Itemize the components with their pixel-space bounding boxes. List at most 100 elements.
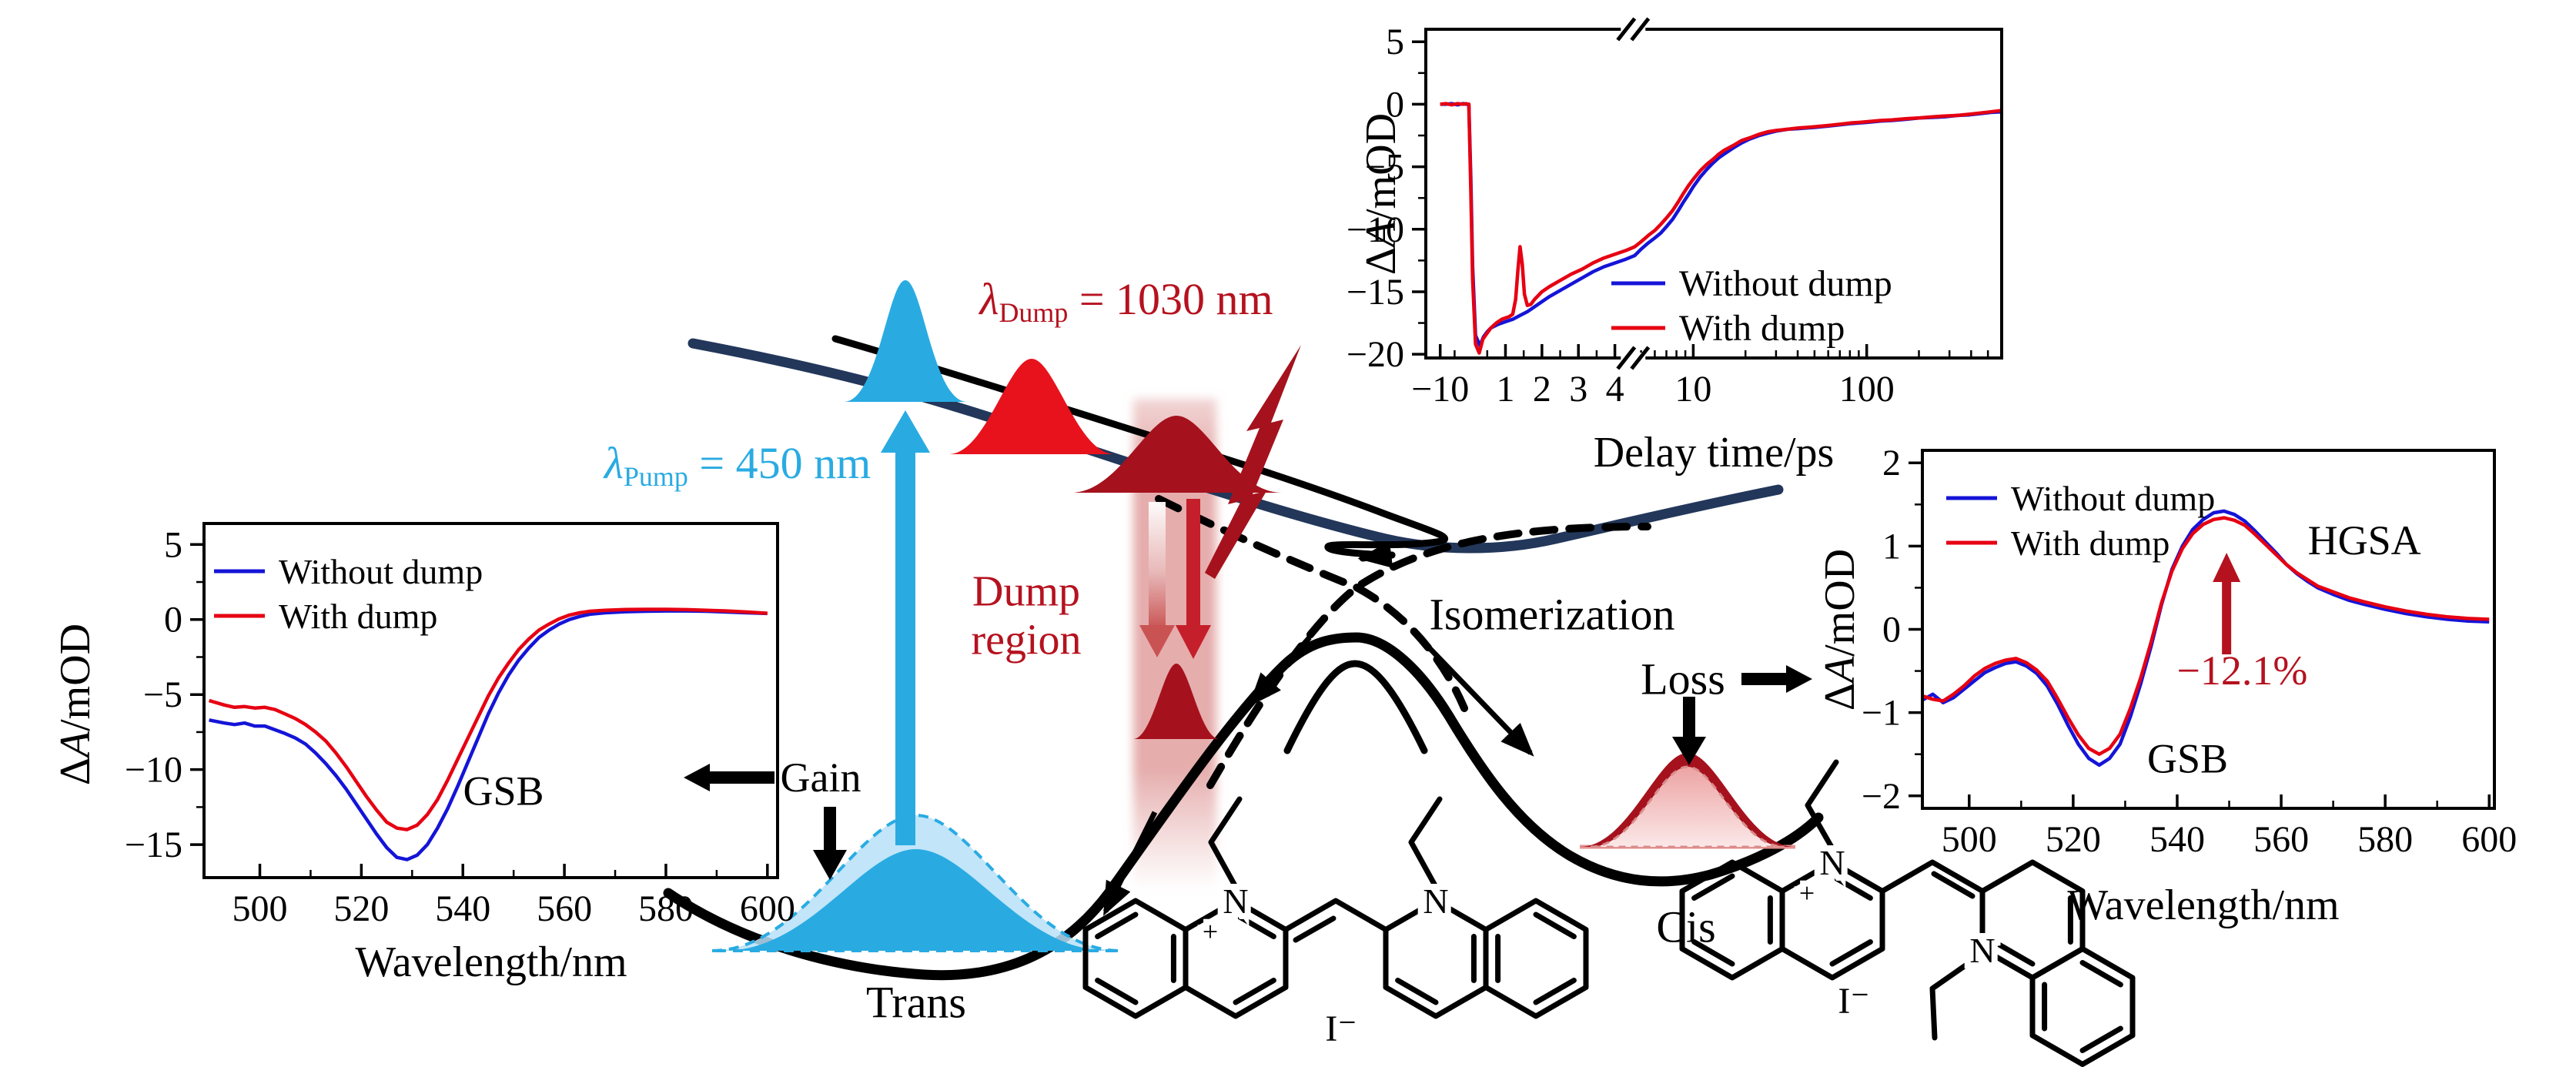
bond xyxy=(1283,898,1389,932)
bond xyxy=(1208,796,1243,890)
x-tick-label: 520 xyxy=(2046,819,2101,860)
x-tick-label: −10 xyxy=(1411,369,1469,410)
arrow-to-cis xyxy=(1426,644,1534,757)
series-line-with-dump xyxy=(208,607,768,831)
absorbance-symbol: A xyxy=(1816,656,1864,684)
molecule-labels: N + N I⁻ N + N I⁻ xyxy=(1196,837,2002,1055)
y-tick-label: −15 xyxy=(1347,272,1404,313)
dump-wavelength-label: λDump = 1030 nm xyxy=(979,273,1273,329)
y-tick-label: −1 xyxy=(1862,693,1901,734)
double-bond xyxy=(1095,911,1139,939)
y-tick-label: −20 xyxy=(1347,334,1404,375)
delta-symbol: Δ xyxy=(1816,683,1864,711)
annotation-arrow xyxy=(2213,553,2241,654)
dump-region-line1: Dump xyxy=(972,567,1080,616)
bond xyxy=(1293,915,1337,943)
kinetics-ylabel: ΔA/mOD xyxy=(1357,113,1406,275)
x-tick-label: 580 xyxy=(638,888,694,929)
chart-annotation: GSB xyxy=(463,768,544,814)
loss-down-arrow-shaft xyxy=(1683,697,1695,738)
dump-pulse-bolt-icon xyxy=(1205,345,1301,579)
dump-region-label: Dump region xyxy=(971,567,1081,664)
double-bond xyxy=(1233,978,1276,1005)
series-line-without-dump xyxy=(209,609,768,861)
trans-n2-label: N xyxy=(1423,881,1448,921)
pump-arrow-shaft xyxy=(895,450,915,845)
ring-bond xyxy=(1483,898,1589,1019)
double-bond xyxy=(1829,873,1873,901)
unit-text: /mOD xyxy=(1816,548,1864,657)
dump-arrow-gradient-head xyxy=(1139,625,1175,657)
pump-arrow-head xyxy=(881,410,930,453)
dump-subscript: Dump xyxy=(999,297,1069,329)
x-tick-label: 540 xyxy=(435,888,490,929)
axis-break-slash xyxy=(1616,346,1637,370)
cis-n1-label: N xyxy=(1819,843,1845,882)
dump-arrow-solid-shaft xyxy=(1186,499,1200,627)
dump-region-line2: region xyxy=(971,616,1082,664)
double-bond xyxy=(1691,873,1735,901)
series-line-with-dump xyxy=(1924,516,2490,756)
y-tick-label: −15 xyxy=(125,824,182,865)
plot-frame xyxy=(202,522,779,879)
pump-wavelength-label: λPump = 450 nm xyxy=(604,437,871,493)
bond xyxy=(1929,957,1976,1041)
legend-label: With dump xyxy=(2011,523,2170,563)
s0-surface xyxy=(663,632,1824,981)
molecule-bonds xyxy=(1082,759,2136,1067)
double-bond xyxy=(2079,960,2123,988)
delta-symbol: Δ xyxy=(1357,247,1405,276)
axis-break-slash xyxy=(1630,346,1651,370)
gsb-ylabel: ΔA/mOD xyxy=(51,624,100,785)
x-tick-label: 500 xyxy=(1942,819,1997,860)
double-bond xyxy=(1829,939,1873,967)
loss-label: Loss xyxy=(1641,654,1725,704)
wavepacket-oscillation-arrow xyxy=(1357,540,1396,568)
trans-n1-label: N xyxy=(1223,881,1248,921)
lambda-symbol: λ xyxy=(979,273,999,324)
x-tick-label: 520 xyxy=(333,888,389,929)
dump-arrow-solid-head xyxy=(1176,625,1211,659)
x-tick-label: 1 xyxy=(1496,369,1514,410)
diabatic-curve-2 xyxy=(1206,523,1651,789)
absorbance-symbol: A xyxy=(1357,220,1405,248)
legend-label: With dump xyxy=(1679,308,1845,349)
x-tick-label: 2 xyxy=(1533,369,1551,410)
y-tick-label: 0 xyxy=(1882,610,1901,651)
bond xyxy=(1408,796,1443,890)
trans-counterion-label: I⁻ xyxy=(1325,1008,1357,1049)
kinetics-xlabel: Delay time/ps xyxy=(1593,429,1835,477)
x-tick-label: 100 xyxy=(1839,369,1895,410)
x-tick-label: 500 xyxy=(233,888,288,929)
loss-down-arrow-head xyxy=(1672,737,1706,765)
cis-n2-label: N xyxy=(1969,931,1995,970)
double-bond xyxy=(1395,978,1439,1005)
bond xyxy=(1879,859,1986,894)
excited-wavepacket-darkred xyxy=(1071,416,1282,493)
gain-label: Gain xyxy=(780,754,861,801)
chart-annotation: −12.1% xyxy=(2176,647,2307,694)
y-tick-label: 0 xyxy=(1386,84,1404,125)
relaxation-arrows xyxy=(1102,635,1534,916)
y-tick-label: 2 xyxy=(1882,443,1901,483)
x-tick-label: 600 xyxy=(740,888,795,929)
legend-label: With dump xyxy=(279,597,437,636)
pump-wavepacket-cyan xyxy=(844,280,967,402)
series-line-with-dump xyxy=(1440,102,2000,355)
excited-wavepacket-red xyxy=(948,359,1115,454)
y-tick-label: −10 xyxy=(1347,209,1404,250)
gain-loss-arrows xyxy=(684,665,1812,880)
hgsa-ylabel: ΔA/mOD xyxy=(1815,549,1865,711)
absorbance-symbol: A xyxy=(52,731,99,758)
wavepackets xyxy=(711,280,1795,952)
gain-left-arrow-head xyxy=(684,764,710,791)
arrow-to-trans-upper xyxy=(1248,635,1312,707)
trans-label: Trans xyxy=(865,977,967,1028)
hgsa-xlabel: Wavelength/nm xyxy=(2067,881,2340,929)
cis-population-inner xyxy=(1590,765,1785,848)
